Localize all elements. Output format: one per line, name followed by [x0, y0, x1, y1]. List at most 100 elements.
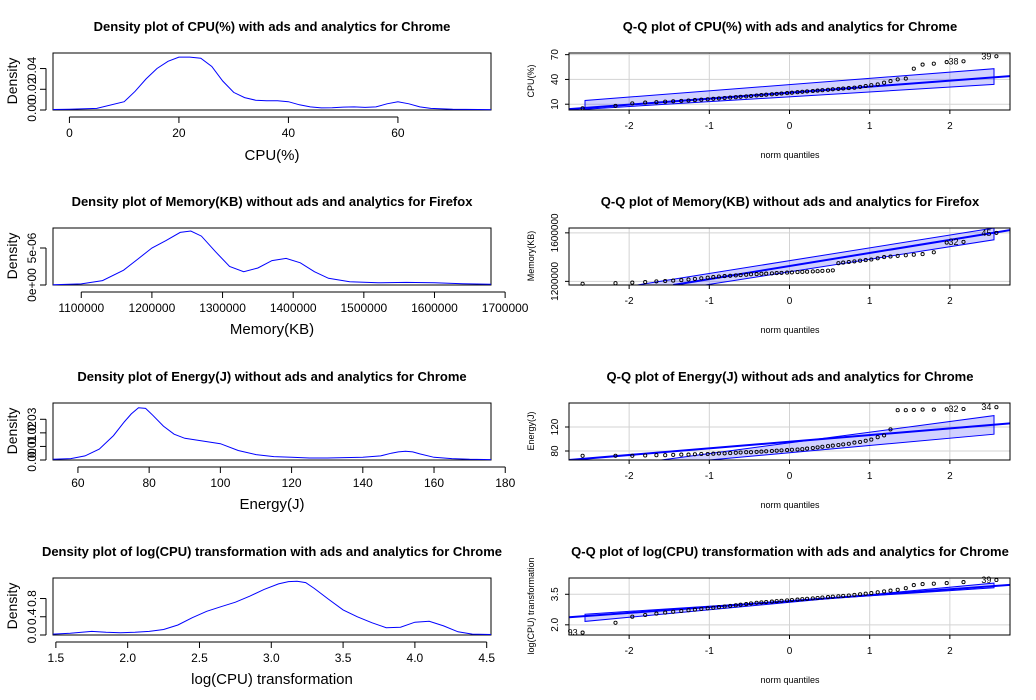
- y-tick-label: 10: [550, 98, 561, 110]
- qq-point: [769, 92, 774, 97]
- qq-point: [679, 98, 684, 103]
- qq-point: [671, 609, 676, 614]
- qq-point: [895, 253, 900, 258]
- confidence-band: [637, 228, 995, 285]
- x-axis-label: Energy(J): [239, 496, 304, 513]
- qq-point: [711, 451, 716, 456]
- qq-point: [944, 60, 949, 65]
- qq-point: [961, 580, 966, 585]
- x-tick-label: 4.5: [478, 651, 495, 665]
- qq-point: [643, 453, 648, 458]
- qq-point: [931, 407, 936, 412]
- x-tick-label: -1: [705, 121, 714, 132]
- qq-point: [789, 597, 794, 603]
- qq-point: [882, 433, 887, 438]
- qq-point: [852, 259, 857, 264]
- y-tick-label: 0.02: [25, 421, 39, 445]
- x-tick-label: 2: [947, 471, 953, 482]
- y-tick-label: 3.5: [550, 587, 561, 601]
- qq-point: [699, 276, 704, 281]
- qq-point: [728, 273, 733, 278]
- qq-point: [705, 275, 710, 280]
- y-axis-label: Density: [4, 58, 20, 105]
- x-tick-label: 20: [172, 126, 186, 140]
- qq-point: [748, 601, 754, 606]
- qq-point: [663, 453, 668, 458]
- qq-point: [825, 595, 831, 600]
- points: [580, 230, 999, 286]
- qq-point: [785, 448, 790, 453]
- qq-point: [716, 274, 721, 279]
- qq-point: [764, 92, 769, 97]
- qq-point: [722, 451, 727, 456]
- qq-point: [716, 96, 721, 101]
- qq-point: [805, 446, 810, 451]
- qq-point: [911, 583, 916, 588]
- plot-frame: [52, 52, 492, 111]
- x-axis: 0 20 40 60: [66, 116, 405, 140]
- qq-point: [613, 620, 618, 625]
- x-axis-label: norm quantiles: [760, 675, 820, 685]
- qq-point: [679, 452, 684, 457]
- x-tick-label: 3.0: [263, 651, 280, 665]
- x-tick-label: -1: [705, 471, 714, 482]
- qq-point: [686, 277, 691, 282]
- y-tick-label: 5e-06: [25, 232, 39, 263]
- qq-point: [944, 240, 949, 245]
- qq-point: [846, 441, 851, 446]
- qq-point: [774, 448, 779, 453]
- qq-point: [759, 93, 764, 98]
- y-axis-label: Energy(J): [526, 411, 536, 450]
- qq-point: [748, 93, 754, 99]
- qq-point: [764, 449, 769, 454]
- qq-point: [711, 275, 716, 280]
- qq-point: [836, 442, 841, 448]
- qq-point: [994, 405, 999, 410]
- y-axis-label: Density: [4, 583, 20, 630]
- qq-point: [882, 589, 887, 594]
- qq-point: [613, 103, 618, 108]
- x-axis-label: norm quantiles: [760, 325, 820, 335]
- qq-point: [820, 444, 825, 449]
- qq-point: [705, 451, 710, 457]
- qq-panel-1: Q-Q plot of CPU(%) with ads and analytic…: [526, 19, 1011, 160]
- qq-point: [888, 79, 893, 84]
- qq-point: [830, 268, 835, 273]
- y-tick-label: 1200000: [550, 261, 561, 300]
- qq-point: [944, 581, 949, 586]
- qq-point: [800, 89, 805, 94]
- y-tick-label: 0.00: [25, 448, 39, 472]
- x-tick-label: 2: [947, 646, 953, 657]
- qq-point: [863, 438, 868, 443]
- qq-point: [869, 257, 874, 262]
- qq-point: [931, 61, 936, 66]
- qq-point: [764, 271, 769, 276]
- density-panel-4: Density plot of log(CPU) transformation …: [4, 544, 502, 688]
- qq-point: [738, 94, 743, 99]
- qq-point: [738, 273, 743, 278]
- x-tick-label: 1: [867, 646, 873, 657]
- qq-panel-2: Q-Q plot of Memory(KB) without ads and a…: [526, 194, 1011, 335]
- y-tick-label: 0.0: [25, 626, 39, 643]
- x-tick-label: 1: [867, 121, 873, 132]
- qq-point: [830, 87, 835, 92]
- x-axis: -2 -1 0 1 2: [625, 635, 953, 657]
- y-tick-label: 80: [550, 445, 561, 457]
- x-tick-label: -2: [625, 646, 634, 657]
- y-axis-label: log(CPU) transformation: [526, 557, 536, 654]
- qq-point: [858, 439, 863, 445]
- qq-point: [994, 577, 999, 583]
- qq-point: [888, 254, 893, 259]
- x-tick-label: 1.5: [48, 651, 65, 665]
- point-label: 34: [981, 402, 991, 412]
- qq-point: [920, 582, 925, 587]
- qq-point: [944, 407, 949, 412]
- x-tick-label: 2: [947, 296, 953, 307]
- point-label: 32: [948, 237, 958, 247]
- qq-point: [863, 258, 868, 263]
- y-tick-label: 0.02: [25, 77, 39, 101]
- y-axis-label: Density: [4, 233, 20, 280]
- qq-point: [754, 272, 759, 277]
- qq-point: [810, 88, 815, 94]
